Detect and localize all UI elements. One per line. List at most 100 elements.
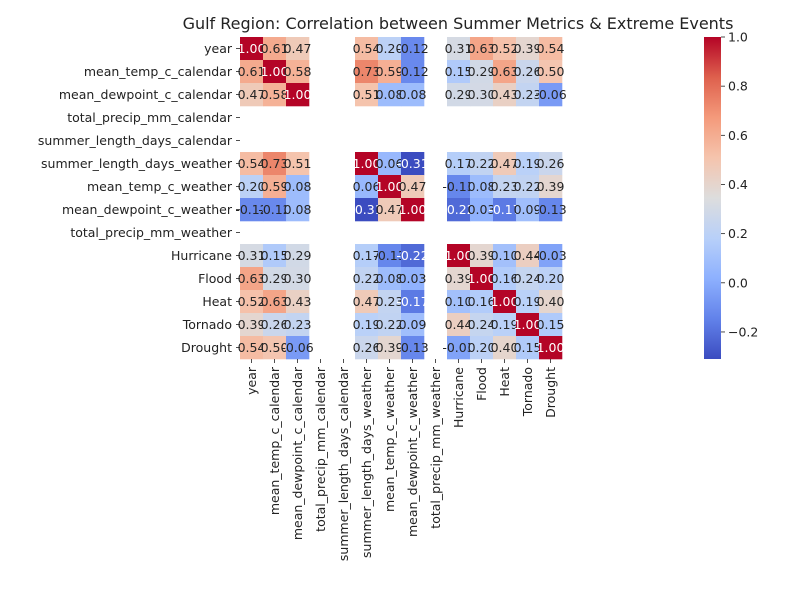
heatmap-cell: [401, 290, 425, 314]
heatmap-cell: [539, 267, 563, 291]
heatmap-cell: [263, 267, 287, 291]
cell-value-label: -0.17: [396, 294, 428, 309]
cell-value-label: 0.63: [238, 271, 266, 286]
cell-value-label: 0.61: [238, 64, 266, 79]
heatmap-cell: [493, 60, 517, 84]
row-tick-label: mean_temp_c_weather: [87, 179, 233, 194]
column-tick-label: mean_temp_c_calendar: [267, 366, 282, 515]
row-tick-label: total_precip_mm_weather: [70, 225, 233, 240]
heatmap-cell: [240, 83, 264, 107]
cell-value-label: 0.47: [353, 294, 381, 309]
cell-value-label: 0.08: [284, 202, 312, 217]
heatmap-cell: [378, 37, 402, 61]
heatmap-cell: [378, 336, 402, 360]
cell-value-label: 0.26: [514, 64, 542, 79]
heatmap-cell: [378, 83, 402, 107]
cell-value-label: 0.26: [353, 340, 381, 355]
cell-value-label: 0.17: [445, 156, 473, 171]
heatmap-cell: [447, 290, 471, 314]
cell-value-label: 0.16: [468, 294, 496, 309]
cell-value-label: -0.12: [396, 41, 428, 56]
colorbar-tick-label: 0.2: [728, 226, 748, 241]
cell-value-label: -0.22: [442, 202, 474, 217]
heatmap-cell: [470, 290, 494, 314]
heatmap-cell: [263, 198, 287, 222]
colorbar-tick-label: −0.2: [728, 324, 758, 339]
cell-value-label: 0.22: [353, 271, 381, 286]
heatmap-cell: [286, 290, 310, 314]
heatmap-cell: [539, 152, 563, 176]
cell-value-label: 0.31: [445, 41, 473, 56]
heatmap-cell: [447, 244, 471, 268]
cell-value-label: 0.06: [353, 179, 381, 194]
column-tick-label: Heat: [497, 367, 512, 397]
heatmap-cell: [539, 60, 563, 84]
heatmap-cell: [240, 175, 264, 199]
cell-value-label: 0.51: [284, 156, 312, 171]
heatmap-cell: [470, 83, 494, 107]
column-tick-label: Tornado: [520, 367, 535, 417]
cell-value-label: 0.03: [399, 271, 427, 286]
heatmap-cell: [401, 83, 425, 107]
heatmap-cell: [240, 198, 264, 222]
cell-value-label: 0.47: [491, 156, 519, 171]
heatmap-cell: [263, 152, 287, 176]
heatmap-cell: [401, 152, 425, 176]
cell-value-label: 1.00: [491, 294, 519, 309]
cell-value-label: 1.00: [353, 156, 381, 171]
cell-value-label: 0.08: [284, 179, 312, 194]
heatmap-cell: [516, 37, 540, 61]
row-tick-labels: year mean_temp_c_calendar mean_dewpoint_c_…: [38, 41, 240, 355]
row-tick-label: mean_dewpoint_c_weather: [62, 202, 233, 217]
cell-value-label: 0.24: [514, 271, 542, 286]
heatmap-cell: [470, 175, 494, 199]
heatmap-cell: [516, 336, 540, 360]
heatmap-cell: [493, 267, 517, 291]
row-tick-label: year: [204, 41, 233, 56]
cell-value-label: 0.59: [376, 64, 404, 79]
cell-value-label: 0.52: [238, 294, 266, 309]
heatmap-cell: [378, 198, 402, 222]
heatmap-cell: [240, 313, 264, 337]
cell-value-label: 0.63: [491, 64, 519, 79]
heatmap-cell: [263, 83, 287, 107]
column-tick-label: summer_length_days_calendar: [336, 366, 351, 561]
cell-value-label: 0.23: [376, 294, 404, 309]
cell-value-label: -0.13: [534, 202, 566, 217]
heatmap-cell: [355, 83, 379, 107]
heatmap-cell: [355, 313, 379, 337]
heatmap-cell: [401, 244, 425, 268]
cell-value-label: 0.15: [514, 340, 542, 355]
heatmap-cell: [401, 336, 425, 360]
heatmap-cell: [516, 175, 540, 199]
heatmap-cell: [240, 336, 264, 360]
heatmap-cell: [355, 290, 379, 314]
cell-value-label: 0.40: [491, 340, 519, 355]
cell-value-label: -0.03: [442, 340, 474, 355]
cell-value-label: 0.43: [491, 87, 519, 102]
cell-value-label: 0.43: [284, 294, 312, 309]
cell-value-label: 0.08: [468, 179, 496, 194]
heatmap-cell: [516, 290, 540, 314]
cell-value-label: -0.03: [534, 248, 566, 263]
heatmap-cell: [286, 267, 310, 291]
cell-value-label: 0.39: [537, 179, 565, 194]
heatmap-cell: [286, 198, 310, 222]
heatmap-cell: [286, 244, 310, 268]
heatmap-cell: [539, 290, 563, 314]
heatmap-cell: [378, 290, 402, 314]
cell-value-label: 0.44: [445, 317, 473, 332]
cell-value-label: -0.12: [258, 202, 290, 217]
heatmap-cell: [447, 313, 471, 337]
cell-value-label: 0.16: [491, 271, 519, 286]
heatmap-cell: [516, 60, 540, 84]
cell-value-label: 0.26: [537, 156, 565, 171]
cell-value-label: 0.23: [514, 87, 542, 102]
column-tick-label: total_precip_mm_weather: [428, 366, 443, 529]
cell-value-label: 1.00: [238, 41, 266, 56]
heatmap-cell: [378, 244, 402, 268]
cell-value-label: 0.29: [468, 64, 496, 79]
cell-value-label: 1.00: [514, 317, 542, 332]
cell-value-label: 0.40: [537, 294, 565, 309]
cell-value-label: 0.22: [376, 317, 404, 332]
